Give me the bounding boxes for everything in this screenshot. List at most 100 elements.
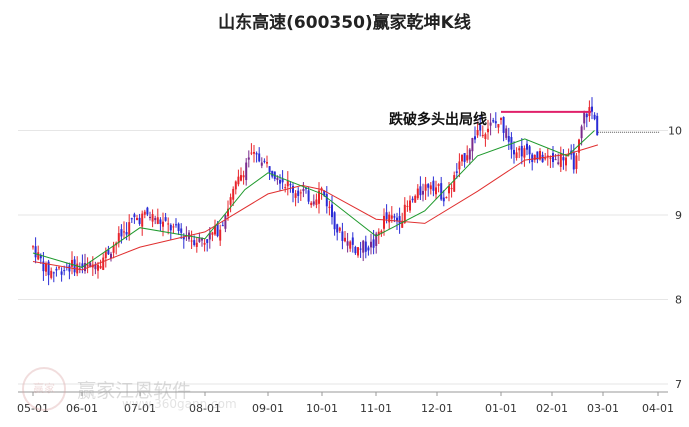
candle-body (323, 190, 326, 196)
candle-body (45, 263, 47, 272)
candle-body (99, 265, 102, 269)
x-tick-label: 04-01 (642, 402, 674, 415)
candle-body (435, 187, 437, 195)
candle-body (177, 223, 180, 231)
candle-body (437, 184, 440, 186)
candle-body (123, 231, 125, 233)
candle-body (375, 233, 378, 246)
candle-body (255, 153, 258, 155)
candle-body (315, 199, 318, 205)
candle-body (201, 237, 203, 241)
candle-body (419, 186, 422, 196)
candle-body (351, 237, 354, 245)
chart-title: 山东高速(600350)赢家乾坤K线 (218, 13, 471, 33)
candle-body (489, 122, 492, 126)
candle-body (203, 242, 206, 245)
candle-body (224, 215, 227, 229)
candle-body (414, 195, 417, 203)
candle-body (211, 232, 214, 235)
candle-body (572, 151, 575, 170)
candle-body (526, 143, 528, 150)
candle-body (336, 224, 339, 233)
candle-body (232, 188, 235, 200)
candle-body (349, 241, 352, 249)
markers (501, 110, 660, 133)
candle-body (112, 245, 115, 253)
candle-body (117, 233, 120, 243)
candle-body (89, 262, 92, 268)
candle-body (406, 205, 409, 207)
candle-body (97, 264, 99, 271)
candle-body (354, 246, 357, 254)
candle-body (268, 166, 271, 173)
candle-body (466, 155, 469, 161)
candle-body (302, 188, 305, 192)
candle-body (455, 171, 458, 173)
candle-body (474, 136, 476, 140)
candle-body (172, 226, 175, 228)
candle-body (141, 213, 144, 227)
candle-body (528, 146, 531, 155)
candle-body (37, 252, 40, 260)
candle-body (500, 117, 502, 120)
candle-body (505, 128, 508, 138)
candle-body (180, 228, 183, 233)
candle-body (533, 154, 536, 160)
candle-body (149, 216, 151, 218)
candle-body (383, 215, 385, 229)
candle-body (55, 268, 58, 271)
y-tick-label: 10 (668, 125, 682, 138)
candle-body (208, 232, 211, 240)
candle-body (102, 257, 105, 270)
candle-body (294, 193, 297, 198)
candle-body (346, 241, 349, 246)
candle-body (341, 231, 344, 241)
candle-body (305, 188, 307, 190)
watermark-logo: 赢家 (22, 367, 66, 411)
candle-body (156, 217, 159, 224)
candle-body (565, 157, 567, 166)
candle-body (411, 198, 414, 201)
candle-body (401, 220, 404, 228)
candle-body (258, 153, 261, 162)
candle-body (596, 115, 599, 136)
ma-short-line (32, 130, 595, 268)
candle-body (427, 184, 430, 188)
candle-body (42, 261, 45, 272)
candle-body (424, 184, 427, 191)
candle-body (318, 190, 320, 204)
candle-body (507, 136, 510, 142)
candle-body (578, 139, 580, 153)
candle-body (169, 224, 172, 231)
candle-body (442, 197, 445, 202)
watermark: 赢家 赢家江恩软件 www.360gann.com (22, 367, 237, 411)
candle-body (333, 212, 336, 230)
candle-body (162, 221, 164, 227)
candle-body (390, 215, 393, 219)
watermark-name: 赢家江恩软件 (77, 379, 192, 402)
candle-body (372, 239, 375, 248)
candle-body (377, 231, 380, 236)
ma-long-line (32, 144, 599, 271)
candle-body (448, 185, 450, 194)
candle-body (515, 152, 518, 158)
candle-body (492, 120, 495, 122)
candle-body (164, 217, 167, 221)
candle-body (575, 155, 578, 169)
candle-body (422, 190, 424, 195)
candle-body (289, 184, 292, 186)
candle-body (585, 113, 588, 118)
candle-body (234, 181, 237, 190)
candle-body (344, 237, 346, 242)
candle-body (432, 180, 435, 191)
gridlines (18, 130, 668, 385)
candle-body (502, 116, 505, 133)
candle-body (107, 249, 110, 255)
candle-body (463, 153, 466, 162)
candle-body (50, 270, 53, 278)
candle-body (396, 217, 398, 221)
candle-body (245, 162, 248, 181)
candle-body (554, 159, 557, 161)
candle-body (518, 148, 521, 151)
